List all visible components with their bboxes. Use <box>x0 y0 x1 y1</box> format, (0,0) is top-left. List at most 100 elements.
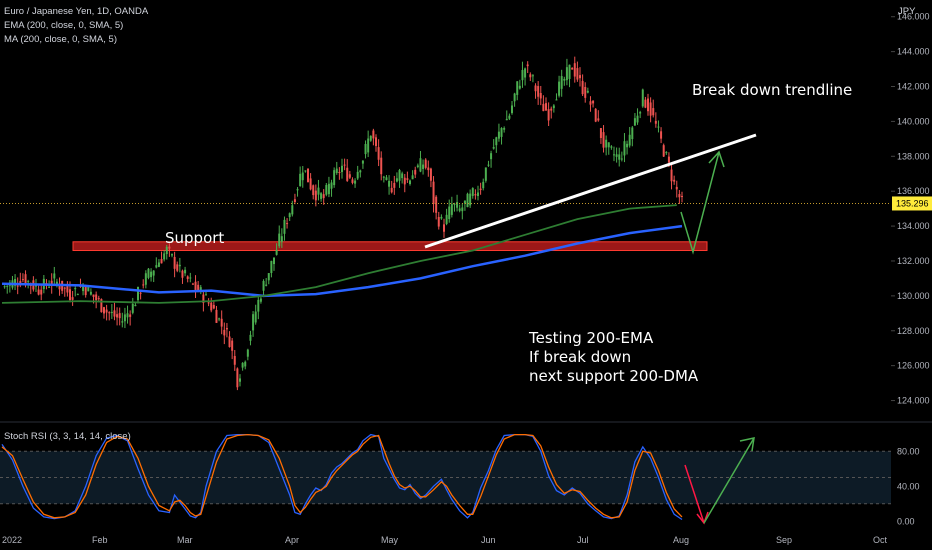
candle-body <box>675 186 678 190</box>
candle-body <box>558 81 561 96</box>
candle-body <box>657 126 660 128</box>
ma-legend[interactable]: MA (200, close, 0, SMA, 5) <box>4 34 117 45</box>
candle-body <box>202 294 205 303</box>
candle-body <box>186 276 189 279</box>
candle-body <box>618 154 621 160</box>
candle-body <box>134 304 137 307</box>
candle-body <box>116 314 119 318</box>
candle-body <box>48 286 51 288</box>
candle-body <box>152 270 155 276</box>
candle-body <box>537 86 540 97</box>
candle-body <box>513 93 516 102</box>
time-axis-tick-label: Mar <box>177 535 193 545</box>
candle-body <box>398 170 401 181</box>
stoch-k-line <box>1 433 683 521</box>
candle-body <box>293 199 296 203</box>
ema-line <box>1 224 683 298</box>
candle-body <box>626 143 629 148</box>
candle-body <box>516 81 519 95</box>
candle-body <box>377 147 380 160</box>
arrow-up-head <box>708 150 725 168</box>
candle-body <box>581 80 584 95</box>
candle-body <box>367 138 370 153</box>
stoch-legend[interactable]: Stoch RSI (3, 3, 14, 14, close) <box>4 431 131 442</box>
candle-body <box>597 118 600 121</box>
candle-body <box>623 141 626 156</box>
candle-body <box>545 103 547 111</box>
candle-body <box>429 168 432 181</box>
ema-legend[interactable]: EMA (200, close, 0, SMA, 5) <box>4 20 124 31</box>
candle-body <box>244 361 247 367</box>
candle-body <box>296 189 299 191</box>
price-axis-tick-label: 136.000 <box>897 186 930 196</box>
price-axis-tick-label: 128.000 <box>897 326 930 336</box>
candle-body <box>87 286 90 292</box>
candle-body <box>414 169 417 175</box>
candle-body <box>571 68 574 70</box>
candle-body <box>189 277 192 279</box>
candle-body <box>16 285 19 287</box>
candle-body <box>607 142 610 148</box>
candle-body <box>503 128 506 130</box>
candle-body <box>137 286 139 301</box>
candle-body <box>435 196 438 213</box>
candle-body <box>665 152 668 154</box>
candle-body <box>364 143 367 155</box>
candle-body <box>103 307 105 314</box>
candle-body <box>97 298 100 300</box>
price-axis-tick-label: 142.000 <box>897 82 930 92</box>
candle-body <box>411 175 414 180</box>
axes: 146.000 144.000 142.000 140.000 138.000 136.0… <box>0 12 932 545</box>
candle-body <box>662 145 665 157</box>
candle-body <box>547 109 550 121</box>
candle-body <box>427 167 430 171</box>
candle-body <box>291 205 294 215</box>
support-annotation: Support <box>165 229 225 247</box>
candle-body <box>246 349 249 357</box>
candle-body <box>184 269 187 274</box>
candle-body <box>150 271 153 278</box>
candle-body <box>74 288 77 290</box>
candle-body <box>163 253 166 260</box>
candle-body <box>422 164 425 169</box>
candle-body <box>419 158 422 172</box>
candle-body <box>380 157 383 175</box>
candle-body <box>341 165 343 173</box>
candle-body <box>210 302 213 311</box>
candle-body <box>273 257 275 265</box>
candle-body <box>456 201 459 208</box>
candle-body <box>500 128 503 137</box>
candle-body <box>346 167 349 181</box>
candle-body <box>139 292 142 294</box>
stoch-axis-tick-label: 40.00 <box>897 481 920 491</box>
candle-body <box>199 287 202 292</box>
candle-body <box>126 313 129 318</box>
candle-body <box>307 168 309 183</box>
candle-body <box>453 203 456 205</box>
support-zone-rect <box>72 241 708 252</box>
candle-body <box>477 192 479 197</box>
candle-body <box>280 236 283 242</box>
time-axis-tick-label: Jun <box>481 535 496 545</box>
candle-body <box>395 178 398 182</box>
candle-body <box>534 85 537 92</box>
candle-body <box>53 273 56 279</box>
candle-body <box>265 284 268 286</box>
time-axis-tick-label: Oct <box>873 535 888 545</box>
candle-body <box>6 285 9 287</box>
candle-body <box>236 368 239 388</box>
stoch-arrow-up-head <box>739 437 755 452</box>
price-axis-tick-label: 144.000 <box>897 47 930 57</box>
candle-body <box>461 207 464 212</box>
candle-body <box>254 311 257 323</box>
candle-body <box>89 291 92 295</box>
candle-body <box>565 67 568 81</box>
candle-body <box>542 103 545 112</box>
candle-body <box>267 273 270 281</box>
symbol-legend[interactable]: Euro / Japanese Yen, 1D, OANDA <box>4 6 149 17</box>
candle-body <box>673 179 676 182</box>
candle-body <box>390 187 393 193</box>
candle-body <box>474 194 477 196</box>
candle-body <box>589 101 592 105</box>
